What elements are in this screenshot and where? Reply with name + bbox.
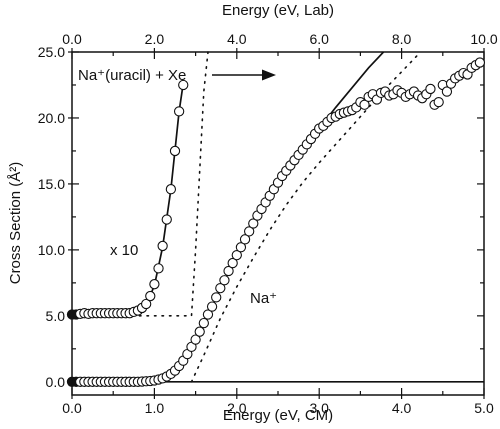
x2-axis-label: Energy (eV, Lab) [222, 2, 334, 19]
reaction-annotation: Na⁺(uracil) + Xe [78, 67, 186, 84]
reaction-arrowhead [262, 69, 276, 81]
data-point-x-10 [178, 79, 189, 91]
data-point-na [190, 334, 201, 345]
x2-tick-label: 0.0 [62, 31, 82, 47]
y-tick-label: 0.0 [46, 374, 66, 390]
data-point-x-10 [157, 240, 168, 252]
plot-frame [71, 51, 485, 396]
series-line-unconvoluted-x-10 [71, 51, 209, 317]
data-point-x-10 [165, 184, 177, 195]
data-point-na [359, 99, 370, 110]
x2-tick-label: 2.0 [145, 31, 165, 47]
x-tick-label: 0.0 [62, 400, 82, 416]
data-point-na [223, 265, 234, 277]
x2-tick-label: 8.0 [392, 31, 412, 47]
data-point-na [474, 57, 486, 68]
y-tick-label: 15.0 [38, 176, 65, 192]
x-tick-label: 2.0 [227, 400, 247, 416]
data-point-x-10 [149, 279, 160, 290]
data-point-na [227, 257, 238, 269]
data-point-na [202, 309, 214, 320]
series-line-model-fit [72, 51, 385, 383]
y-tick-label: 10.0 [38, 242, 65, 258]
tick-labels: 0.0 1.0 2.0 3.0 4.0 5.0 0.0 2.0 4.0 6.0 8.0 10.0 0.0… [38, 31, 498, 416]
x-tick-label: 5.0 [474, 400, 494, 416]
x2-tick-label: 4.0 [227, 31, 247, 47]
data-point-x-10 [153, 263, 164, 274]
ticks [68, 48, 485, 399]
data-point-na [215, 282, 226, 294]
data-point-x-10 [161, 214, 172, 225]
series-points [66, 57, 486, 387]
data-point-na [239, 234, 251, 245]
data-point-na [248, 218, 259, 229]
x-tick-label: 3.0 [309, 400, 329, 416]
data-point-na [198, 317, 209, 329]
x2-tick-label: 10.0 [470, 31, 497, 47]
data-point-na [211, 292, 222, 303]
data-point-x-10 [169, 145, 181, 157]
data-point-na [206, 301, 218, 312]
product-annotation: Na⁺ [250, 290, 277, 307]
data-point-x-10 [145, 290, 156, 302]
x2-tick-label: 6.0 [309, 31, 329, 47]
data-point-na [231, 250, 242, 261]
data-point-na [244, 226, 255, 237]
x-axis-label: Energy (eV, CM) [223, 407, 333, 424]
data-point-na [441, 86, 453, 97]
series-line-unconvoluted [190, 53, 419, 383]
scale-annotation: x 10 [110, 242, 138, 259]
data-point-na [235, 242, 247, 253]
x-tick-label: 1.0 [145, 400, 165, 416]
x-tick-label: 4.0 [392, 400, 412, 416]
data-point-na [194, 326, 205, 337]
data-point-na [425, 83, 436, 95]
data-point-x-10 [141, 298, 152, 310]
data-point-x-10 [173, 106, 185, 117]
data-point-na [433, 96, 444, 108]
y-axis-label: Cross Section (Å²) [7, 162, 24, 285]
series-line-model-fit-x-10 [72, 83, 185, 317]
data-point-na [219, 275, 230, 286]
y-tick-label: 20.0 [38, 110, 65, 126]
y-tick-label: 25.0 [38, 44, 65, 60]
y-tick-label: 5.0 [46, 308, 66, 324]
